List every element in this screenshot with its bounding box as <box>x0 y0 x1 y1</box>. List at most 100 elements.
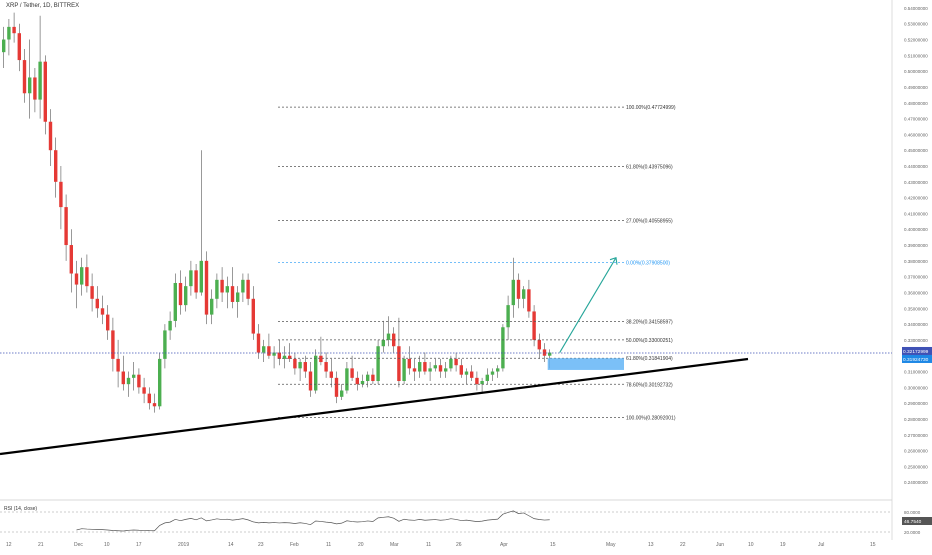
price-tick-label: 0.46000000 <box>904 132 928 137</box>
candle-body <box>449 358 453 369</box>
candle-body <box>17 33 21 61</box>
candle-body <box>158 358 162 407</box>
fib-level-label: 100.00%(0.47724999) <box>626 105 676 111</box>
candle-body <box>293 358 297 369</box>
candle-body <box>230 286 235 302</box>
candle-body <box>199 260 203 293</box>
candle-body <box>334 377 339 397</box>
time-axis-label: May <box>606 542 616 548</box>
candle-body <box>423 362 427 372</box>
fib-level-label: 61.80%(0.31841904) <box>626 356 673 362</box>
candle-body <box>80 267 84 285</box>
price-tick-label: 0.28000000 <box>904 417 928 422</box>
fib-level-label: 0.00%(0.37908500) <box>626 260 670 266</box>
candle-body <box>85 267 89 287</box>
price-tick-label: 0.53000000 <box>904 22 928 27</box>
fib-level-label: 38.20%(0.34158597) <box>626 320 673 326</box>
secondary-price-badge-bg <box>902 354 932 363</box>
candle-body <box>324 362 328 372</box>
candle-body <box>511 279 515 306</box>
candle-body <box>277 352 281 359</box>
candle-body <box>360 381 365 385</box>
current-price-badge: 0.32172999 <box>903 349 929 355</box>
fib-level-label: 27.00%(0.40558955) <box>626 218 673 224</box>
price-tick-label: 0.25000000 <box>904 464 928 469</box>
time-axis-label: Dec <box>74 542 83 548</box>
candle-body <box>106 314 110 331</box>
candle-body <box>147 393 151 404</box>
time-axis-label: Apr <box>500 542 508 548</box>
time-axis-label: Jun <box>716 542 724 548</box>
candle-body <box>340 390 344 397</box>
rsi-value-badge: 46.7540 <box>904 519 922 525</box>
candle-body <box>43 61 47 122</box>
candle-body <box>480 381 484 385</box>
price-tick-label: 0.40000000 <box>904 227 928 232</box>
candle-body <box>12 26 16 34</box>
symbol-title: XRP / Tether, 1D, BITTREX <box>6 3 80 9</box>
candle-body <box>464 371 469 375</box>
price-tick-label: 0.38000000 <box>904 259 928 264</box>
time-axis-label: 23 <box>258 542 264 548</box>
price-tick-label: 0.24000000 <box>904 480 928 485</box>
candle-body <box>64 207 68 246</box>
price-tick-label: 0.31000000 <box>904 370 928 375</box>
price-tick-label: 0.30000000 <box>904 385 928 390</box>
time-axis-label: 13 <box>648 542 654 548</box>
candle-body <box>272 352 276 356</box>
candle-body <box>100 308 105 315</box>
candle-body <box>121 371 125 385</box>
time-axis-label: 11 <box>426 542 431 548</box>
candle-body <box>2 39 6 53</box>
projection-arrow <box>559 257 617 353</box>
time-axis-label: 21 <box>38 542 44 548</box>
price-tick-label: 0.54000000 <box>904 6 928 11</box>
candle-body <box>537 339 541 350</box>
candle-body <box>532 311 536 340</box>
price-tick-label: 0.52000000 <box>904 38 928 43</box>
candle-body <box>116 358 120 372</box>
candle-body <box>262 346 266 353</box>
price-tick-label: 0.41000000 <box>904 211 928 216</box>
candle-body <box>288 355 292 359</box>
support-trendline <box>0 357 749 456</box>
price-tick-label: 0.36000000 <box>904 290 928 295</box>
candle-body <box>501 327 505 369</box>
candle-body <box>74 273 79 285</box>
candle-body <box>184 286 188 306</box>
candle-body <box>256 333 261 353</box>
candle-body <box>516 279 521 299</box>
price-tick-label: 0.44000000 <box>904 164 928 169</box>
time-axis-label: 12 <box>6 542 12 548</box>
candle-body <box>418 362 422 372</box>
price-tick-label: 0.35000000 <box>904 306 928 311</box>
fib-level-label: 50.00%(0.33000251) <box>626 338 673 344</box>
candle-body <box>28 77 32 94</box>
candle-body <box>438 365 443 372</box>
candle-body <box>355 377 359 385</box>
price-tick-label: 0.34000000 <box>904 322 928 327</box>
price-tick-label: 0.27000000 <box>904 433 928 438</box>
candle-body <box>38 61 42 100</box>
candle-body <box>210 298 214 315</box>
fib-level-label: 100.00%(0.28092001) <box>626 415 676 421</box>
price-tick-label: 0.45000000 <box>904 148 928 153</box>
candle-body <box>241 279 245 293</box>
candle-body <box>470 371 474 378</box>
candle-body <box>366 374 370 382</box>
candle-body <box>59 181 63 208</box>
price-tick-label: 0.51000000 <box>904 53 928 58</box>
candle-body <box>163 330 167 359</box>
secondary-price-badge: 0.31924730 <box>903 357 929 363</box>
candle-body <box>548 352 552 356</box>
candle-body <box>386 333 391 340</box>
time-axis-label: 17 <box>136 542 142 548</box>
candle-body <box>168 320 172 331</box>
candle-body <box>54 150 58 182</box>
candle-body <box>246 279 250 299</box>
candle-body <box>319 355 323 363</box>
candle-body <box>7 26 11 40</box>
candle-body <box>22 60 27 94</box>
